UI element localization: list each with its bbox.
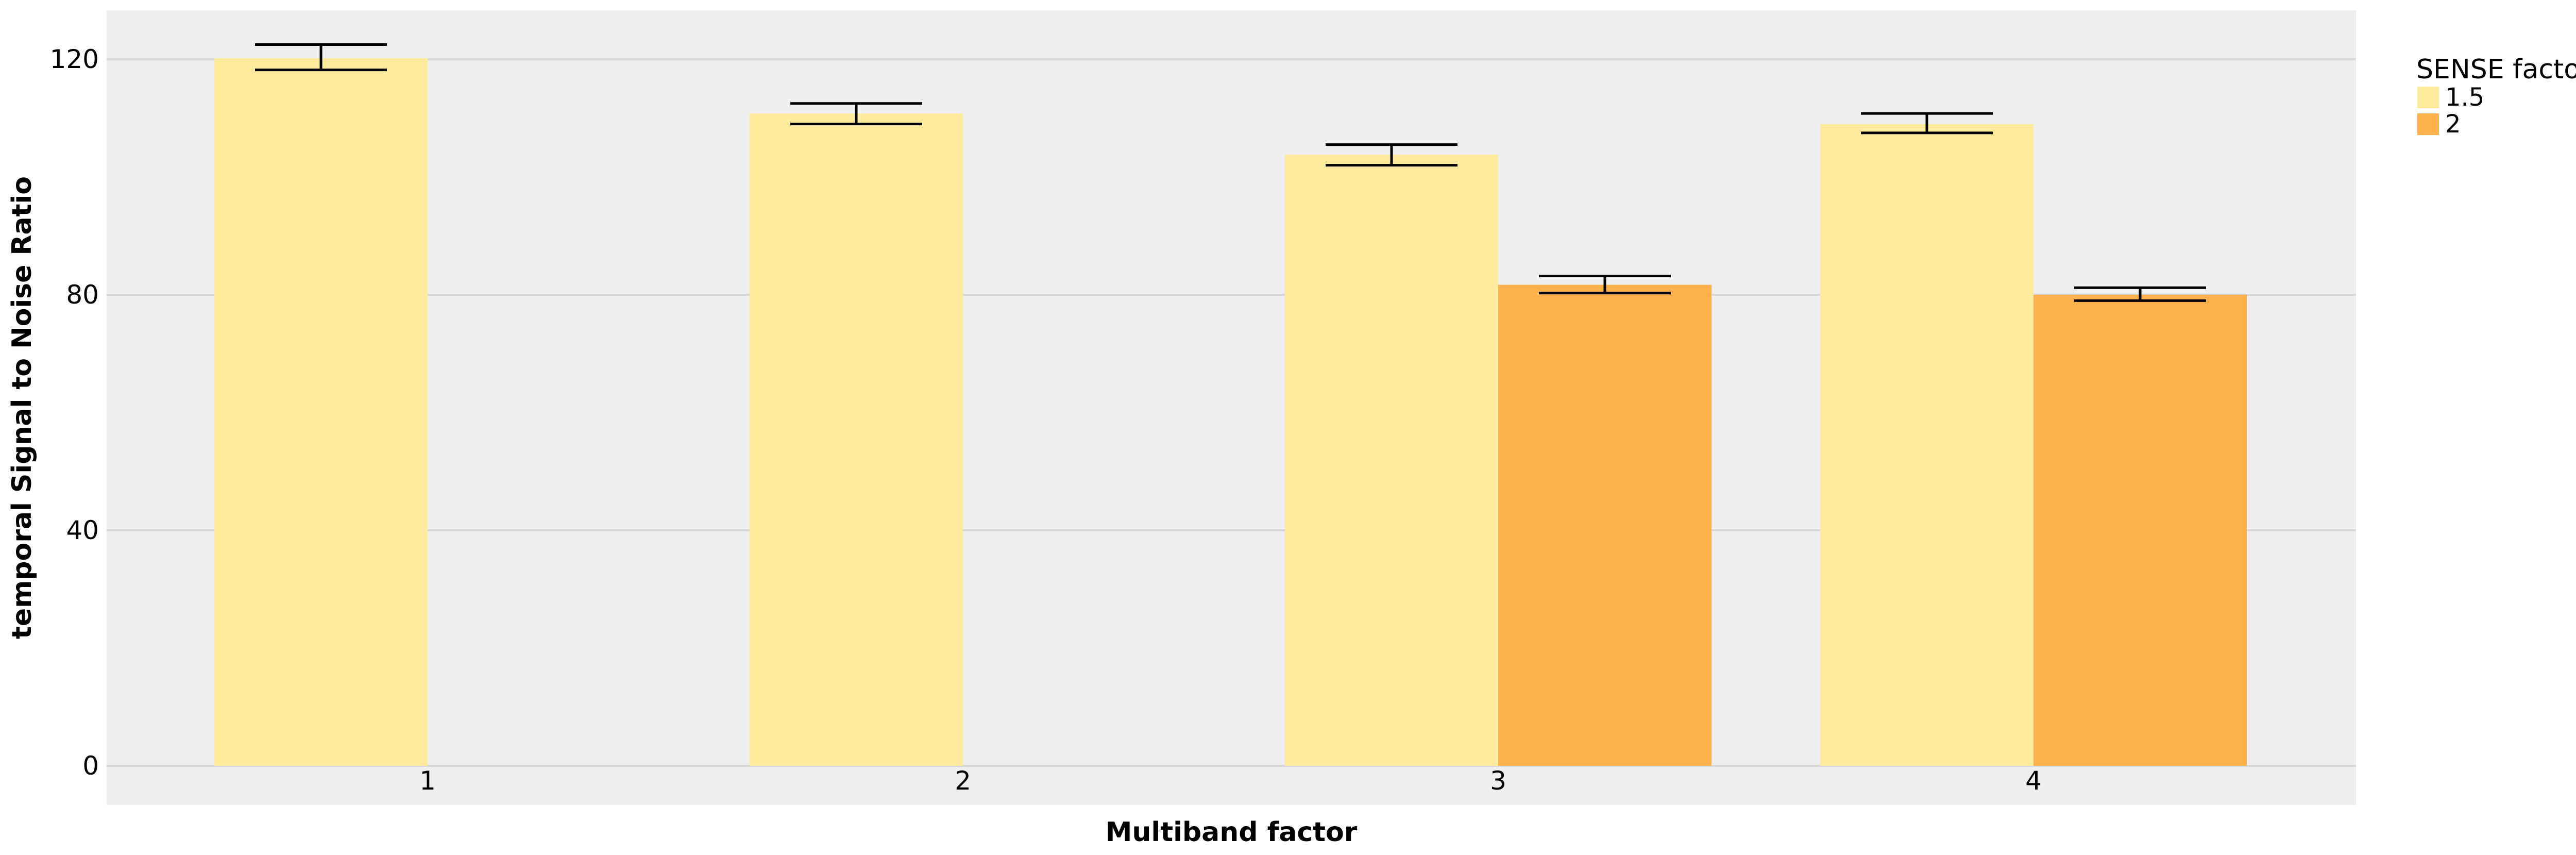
y-tick-label: 40 (66, 515, 99, 545)
y-tick-label: 120 (50, 44, 99, 74)
legend-swatch (2417, 87, 2439, 108)
x-tick-label: 1 (419, 766, 436, 796)
error-bar-1.5-3 (1326, 143, 1458, 167)
legend-label: 1.5 (2445, 83, 2484, 112)
bar-1.5-3 (1285, 155, 1498, 766)
error-bar-2-3 (1539, 274, 1671, 295)
bar-2-4 (2033, 295, 2247, 766)
bar-1.5-1 (214, 58, 428, 766)
legend: SENSE factor 1.52 (2416, 54, 2576, 139)
x-tick-label: 2 (955, 766, 971, 796)
bar-1.5-2 (750, 113, 963, 766)
legend-item-2: 2 (2417, 110, 2461, 139)
error-bar-1.5-4 (1861, 112, 1993, 135)
y-axis-title: temporal Signal to Noise Ratio (7, 176, 38, 639)
bars (214, 58, 2247, 766)
error-bar-1.5-2 (790, 102, 922, 126)
error-bar-1.5-1 (255, 43, 387, 72)
legend-swatch (2417, 113, 2439, 135)
y-tick-label: 80 (66, 280, 99, 310)
x-tick-labels: 1 2 3 4 (419, 766, 2042, 796)
legend-item-1.5: 1.5 (2417, 83, 2484, 112)
x-tick-label: 3 (1490, 766, 1506, 796)
x-axis-title: Multiband factor (1106, 817, 1358, 848)
x-tick-label: 4 (2025, 766, 2042, 796)
error-bar-2-4 (2074, 286, 2206, 302)
legend-label: 2 (2445, 110, 2461, 139)
legend-title: SENSE factor (2416, 54, 2576, 85)
bar-1.5-4 (1820, 124, 2033, 766)
legend-items: 1.52 (2417, 83, 2484, 139)
bar-2-3 (1498, 284, 1711, 766)
y-tick-labels: 0 40 80 120 (50, 44, 99, 781)
y-tick-label: 0 (82, 751, 99, 781)
error-bars (255, 43, 2206, 302)
